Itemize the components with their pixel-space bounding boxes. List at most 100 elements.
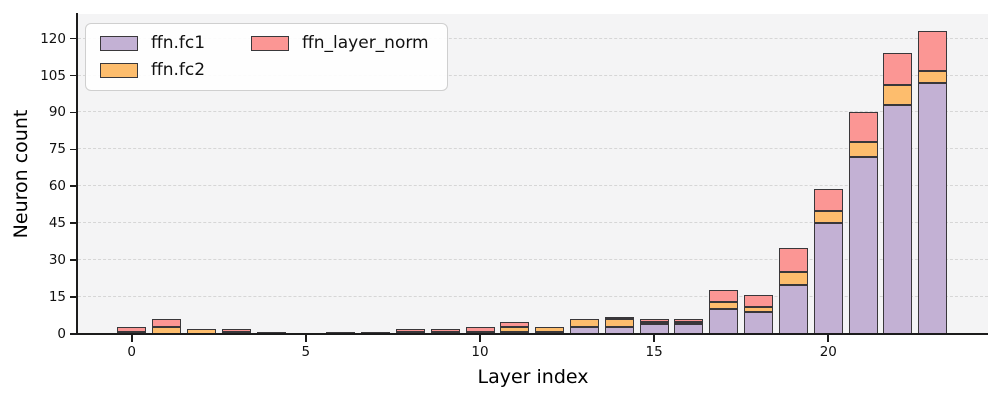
bar-layer-14-segment-ffn-layer-norm	[604, 316, 634, 320]
bar-layer-16	[674, 319, 704, 334]
legend-label-ffn-layer-norm: ffn_layer_norm	[302, 33, 429, 53]
gridline-y-30	[78, 259, 988, 261]
bar-layer-11-segment-ffn-layer-norm	[500, 321, 530, 327]
gridline-y-75	[78, 148, 988, 150]
bar-layer-0-segment-ffn-layer-norm	[117, 326, 147, 332]
legend-swatch-ffn-layer-norm-icon	[251, 36, 290, 51]
x-tick-label-10: 10	[471, 344, 489, 360]
y-tick-label-45: 45	[48, 215, 66, 232]
bar-layer-18-segment-ffn-layer-norm	[744, 294, 774, 307]
y-tick-mark-60	[70, 185, 77, 188]
bar-layer-15-segment-ffn-layer-norm	[639, 319, 669, 322]
bar-layer-9-segment-ffn-layer-norm	[430, 329, 460, 332]
bar-layer-16-segment-ffn-layer-norm	[674, 319, 704, 322]
legend-column-1: ffn.fc1 ffn.fc2	[100, 33, 205, 81]
bar-layer-17-segment-ffn-layer-norm	[709, 289, 739, 302]
legend: ffn.fc1 ffn.fc2 ffn_layer_norm	[85, 23, 448, 91]
gridline-y-15	[78, 296, 988, 298]
y-tick-mark-105	[70, 74, 77, 77]
bar-layer-20	[813, 188, 843, 334]
x-tick-label-20: 20	[819, 344, 837, 360]
bar-layer-16-segment-ffn-fc2	[674, 321, 704, 325]
gridline-y-90	[78, 111, 988, 113]
bar-layer-20-segment-ffn-fc2	[813, 210, 843, 224]
y-tick-label-120: 120	[40, 30, 66, 47]
x-tick-mark-15	[653, 335, 655, 342]
bar-layer-20-segment-ffn-fc1	[813, 223, 843, 334]
y-tick-label-75: 75	[48, 141, 66, 158]
gridline-y-105	[78, 74, 988, 76]
legend-item-ffn-fc2: ffn.fc2	[100, 60, 205, 81]
x-axis-title: Layer index	[477, 366, 589, 388]
bar-layer-18-segment-ffn-fc2	[744, 306, 774, 312]
legend-item-ffn-layer-norm: ffn_layer_norm	[251, 33, 429, 54]
bar-layer-19-segment-ffn-layer-norm	[778, 247, 808, 273]
gridline-y-45	[78, 222, 988, 224]
bar-layer-22-segment-ffn-layer-norm	[883, 53, 913, 86]
legend-label-ffn-fc1: ffn.fc1	[151, 33, 206, 53]
bar-layer-10-segment-ffn-layer-norm	[465, 326, 495, 332]
bar-layer-8-segment-ffn-layer-norm	[395, 329, 425, 332]
bar-layer-19	[778, 247, 808, 334]
y-tick-label-0: 0	[57, 326, 66, 342]
plot-area	[78, 14, 988, 334]
y-tick-mark-90	[70, 111, 77, 114]
bar-layer-14	[604, 316, 634, 334]
bar-layer-18-segment-ffn-fc1	[744, 311, 774, 334]
x-tick-mark-10	[479, 335, 481, 342]
bar-layer-23-segment-ffn-fc1	[918, 82, 948, 334]
y-tick-label-105: 105	[40, 67, 66, 84]
legend-swatch-ffn-fc1-icon	[100, 36, 138, 51]
bar-layer-13-segment-ffn-fc2	[569, 319, 599, 327]
y-tick-label-90: 90	[48, 104, 66, 121]
bar-layer-21-segment-ffn-fc1	[848, 156, 878, 334]
legend-label-ffn-fc2: ffn.fc2	[151, 60, 206, 80]
x-tick-mark-20	[827, 335, 830, 342]
bar-layer-17-segment-ffn-fc2	[709, 302, 739, 310]
y-tick-label-15: 15	[48, 289, 66, 306]
bar-layer-20-segment-ffn-layer-norm	[813, 188, 843, 211]
legend-swatch-ffn-fc2-icon	[100, 63, 138, 78]
bar-layer-22-segment-ffn-fc2	[883, 85, 913, 106]
y-tick-mark-45	[70, 222, 77, 225]
bar-layer-23-segment-ffn-layer-norm	[918, 31, 948, 71]
bar-layer-14-segment-ffn-fc2	[604, 319, 634, 327]
bar-layer-1	[152, 319, 182, 334]
y-tick-label-60: 60	[48, 178, 66, 195]
bar-layer-15-segment-ffn-fc2	[639, 321, 669, 325]
bar-layer-23-segment-ffn-fc2	[918, 70, 948, 83]
bar-layer-15	[639, 319, 669, 334]
legend-column-2: ffn_layer_norm	[251, 33, 429, 54]
bar-layer-23	[918, 31, 948, 334]
bar-layer-22	[883, 53, 913, 334]
y-axis-spine	[76, 13, 79, 335]
bar-layer-12-segment-ffn-fc2	[535, 326, 565, 332]
y-tick-mark-120	[70, 37, 77, 40]
x-tick-label-15: 15	[645, 344, 663, 360]
bar-layer-21-segment-ffn-fc2	[848, 142, 878, 157]
bar-layer-11-segment-ffn-fc2	[500, 326, 530, 332]
bar-layer-3-segment-ffn-layer-norm	[221, 329, 251, 332]
bar-layer-19-segment-ffn-fc1	[778, 284, 808, 334]
bar-layer-19-segment-ffn-fc2	[778, 272, 808, 285]
y-tick-label-30: 30	[48, 252, 66, 269]
bar-layer-11	[500, 321, 530, 334]
y-tick-mark-15	[70, 296, 77, 298]
bar-layer-17-segment-ffn-fc1	[709, 309, 739, 334]
bar-layer-21-segment-ffn-layer-norm	[848, 112, 878, 142]
y-tick-mark-0	[70, 333, 77, 335]
bar-layer-21	[848, 112, 878, 334]
bar-layer-18	[744, 294, 774, 334]
y-tick-mark-30	[70, 259, 77, 261]
x-tick-mark-5	[305, 335, 307, 342]
x-tick-label-5: 5	[301, 344, 311, 360]
y-tick-mark-75	[70, 148, 77, 151]
x-axis-spine	[76, 333, 988, 335]
bar-layer-22-segment-ffn-fc1	[883, 105, 913, 334]
bar-layer-17	[709, 289, 739, 334]
gridline-y-60	[78, 185, 988, 187]
x-tick-label-0: 0	[127, 344, 136, 360]
legend-item-ffn-fc1: ffn.fc1	[100, 33, 205, 54]
x-tick-mark-0	[130, 335, 133, 342]
